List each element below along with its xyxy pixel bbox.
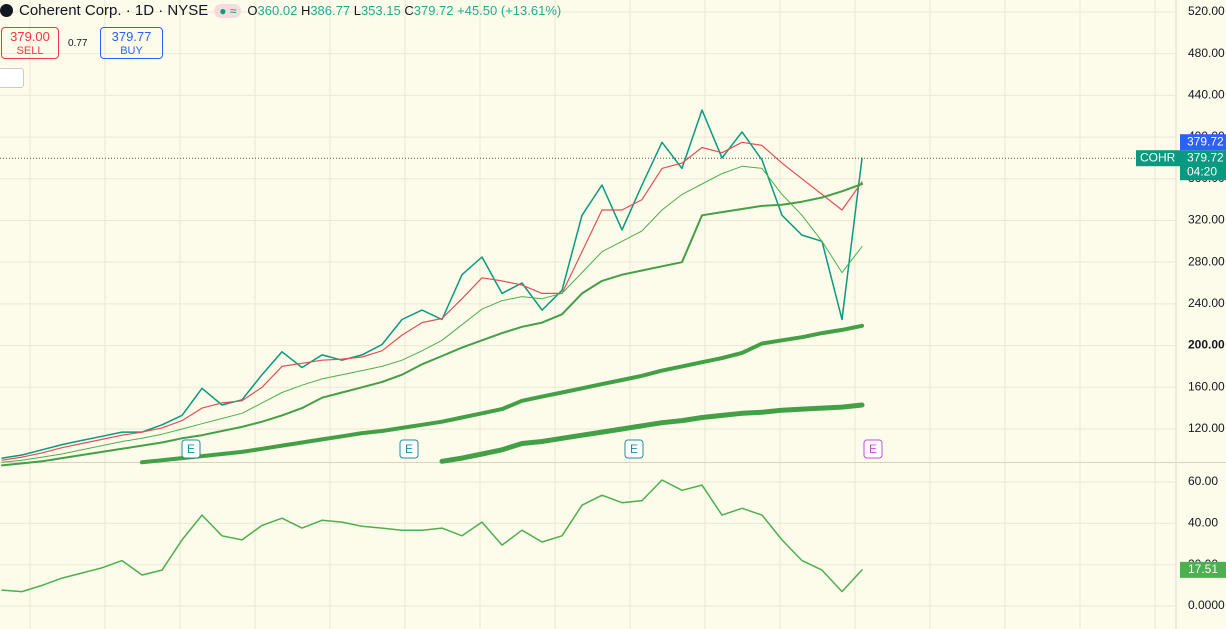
series-line xyxy=(439,402,865,464)
y-tick-label: 280.00 xyxy=(1188,254,1225,268)
y-tick-label: 240.00 xyxy=(1188,296,1225,310)
y-tick-label: 520.00 xyxy=(1188,4,1225,18)
header: Coherent Corp. · 1D · NYSE ● ≈ O360.02 H… xyxy=(0,2,561,19)
bid-label: 379.72 xyxy=(1187,134,1224,148)
ohlc-label: C xyxy=(404,3,414,18)
y-tick-label: 0.0000 xyxy=(1188,598,1225,612)
earnings-label: E xyxy=(630,442,638,456)
ohlc-value: 379.72 xyxy=(413,3,454,18)
ohlc-label: L xyxy=(353,3,361,18)
ohlc-value: 360.02 xyxy=(257,3,298,18)
y-tick-label: 120.00 xyxy=(1188,421,1225,435)
series-line xyxy=(1,479,863,593)
ohlc-label: H xyxy=(300,3,311,18)
logo xyxy=(0,4,13,17)
series-line xyxy=(1,183,863,467)
countdown: 04:20 xyxy=(1187,164,1217,178)
indicator-label-bg xyxy=(1180,561,1226,578)
spread: 0.77 xyxy=(68,38,88,49)
earnings-marker xyxy=(863,439,883,459)
buy-button[interactable]: 379.77 BUY xyxy=(100,27,163,59)
y-tick-label: 320.00 xyxy=(1188,213,1225,227)
ohlc-label: O xyxy=(247,3,258,18)
earnings-marker xyxy=(399,439,419,459)
ohlc: O360.02 H386.77 L353.15 C379.72 +45.50 (… xyxy=(247,3,561,18)
symbol: Coherent Corp. · 1D · NYSE xyxy=(19,2,209,19)
ohlc-value: 353.15 xyxy=(360,3,401,18)
bid-label-bg xyxy=(1180,134,1226,151)
series-line xyxy=(1,109,863,459)
buy-price: 379.77 xyxy=(111,29,152,44)
y-tick-label: 60.00 xyxy=(1188,474,1218,488)
ohlc-value: 386.77 xyxy=(310,3,351,18)
series-line xyxy=(1,141,863,461)
y-tick-label: 440.00 xyxy=(1188,88,1225,102)
collapse-button[interactable] xyxy=(0,68,24,88)
earnings-label: E xyxy=(187,442,195,456)
y-tick-label: 40.00 xyxy=(1188,516,1218,530)
symbol-tag: COHR xyxy=(1140,150,1176,164)
earnings-marker xyxy=(624,439,644,459)
series-line xyxy=(140,323,864,465)
price-label-bg xyxy=(1180,150,1226,181)
earnings-label: E xyxy=(405,442,413,456)
change: +45.50 (+13.61%) xyxy=(457,3,562,18)
series-line xyxy=(1,165,863,463)
indicator-label: 17.51 xyxy=(1188,562,1218,576)
y-tick-label: 480.00 xyxy=(1188,46,1225,60)
price-label: 379.72 xyxy=(1187,150,1224,164)
y-tick-label: 160.00 xyxy=(1188,379,1225,393)
buy-label: BUY xyxy=(120,45,143,57)
earnings-label: E xyxy=(869,442,877,456)
earnings-marker xyxy=(181,439,201,459)
sell-label: SELL xyxy=(16,45,44,57)
sell-button[interactable]: 379.00 SELL xyxy=(1,27,59,59)
symbol-tag-bg xyxy=(1136,150,1180,167)
y-tick-label: 200.00 xyxy=(1188,338,1225,352)
sell-price: 379.00 xyxy=(10,29,50,44)
status-pill[interactable]: ● ≈ xyxy=(214,3,242,18)
